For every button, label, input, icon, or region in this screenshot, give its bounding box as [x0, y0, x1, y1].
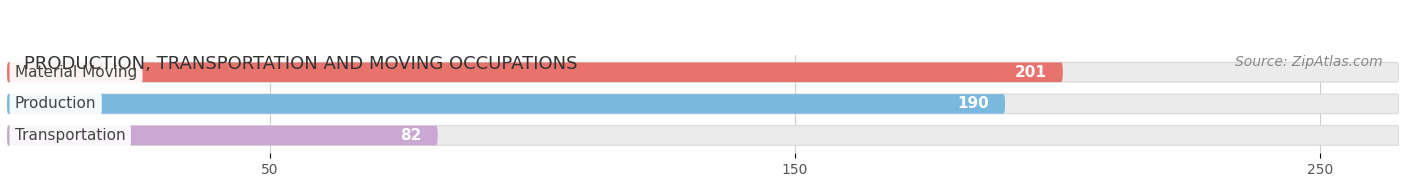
Text: Source: ZipAtlas.com: Source: ZipAtlas.com: [1234, 55, 1382, 69]
Text: 82: 82: [401, 128, 422, 143]
Text: 190: 190: [957, 96, 990, 111]
FancyBboxPatch shape: [7, 63, 1399, 82]
Text: 201: 201: [1015, 65, 1047, 80]
Text: PRODUCTION, TRANSPORTATION AND MOVING OCCUPATIONS: PRODUCTION, TRANSPORTATION AND MOVING OC…: [24, 55, 578, 73]
Text: Production: Production: [15, 96, 97, 111]
FancyBboxPatch shape: [7, 94, 1399, 114]
Text: Transportation: Transportation: [15, 128, 125, 143]
FancyBboxPatch shape: [7, 126, 437, 145]
Text: Material Moving: Material Moving: [15, 65, 138, 80]
FancyBboxPatch shape: [7, 126, 1399, 145]
FancyBboxPatch shape: [7, 94, 1005, 114]
FancyBboxPatch shape: [7, 63, 1063, 82]
